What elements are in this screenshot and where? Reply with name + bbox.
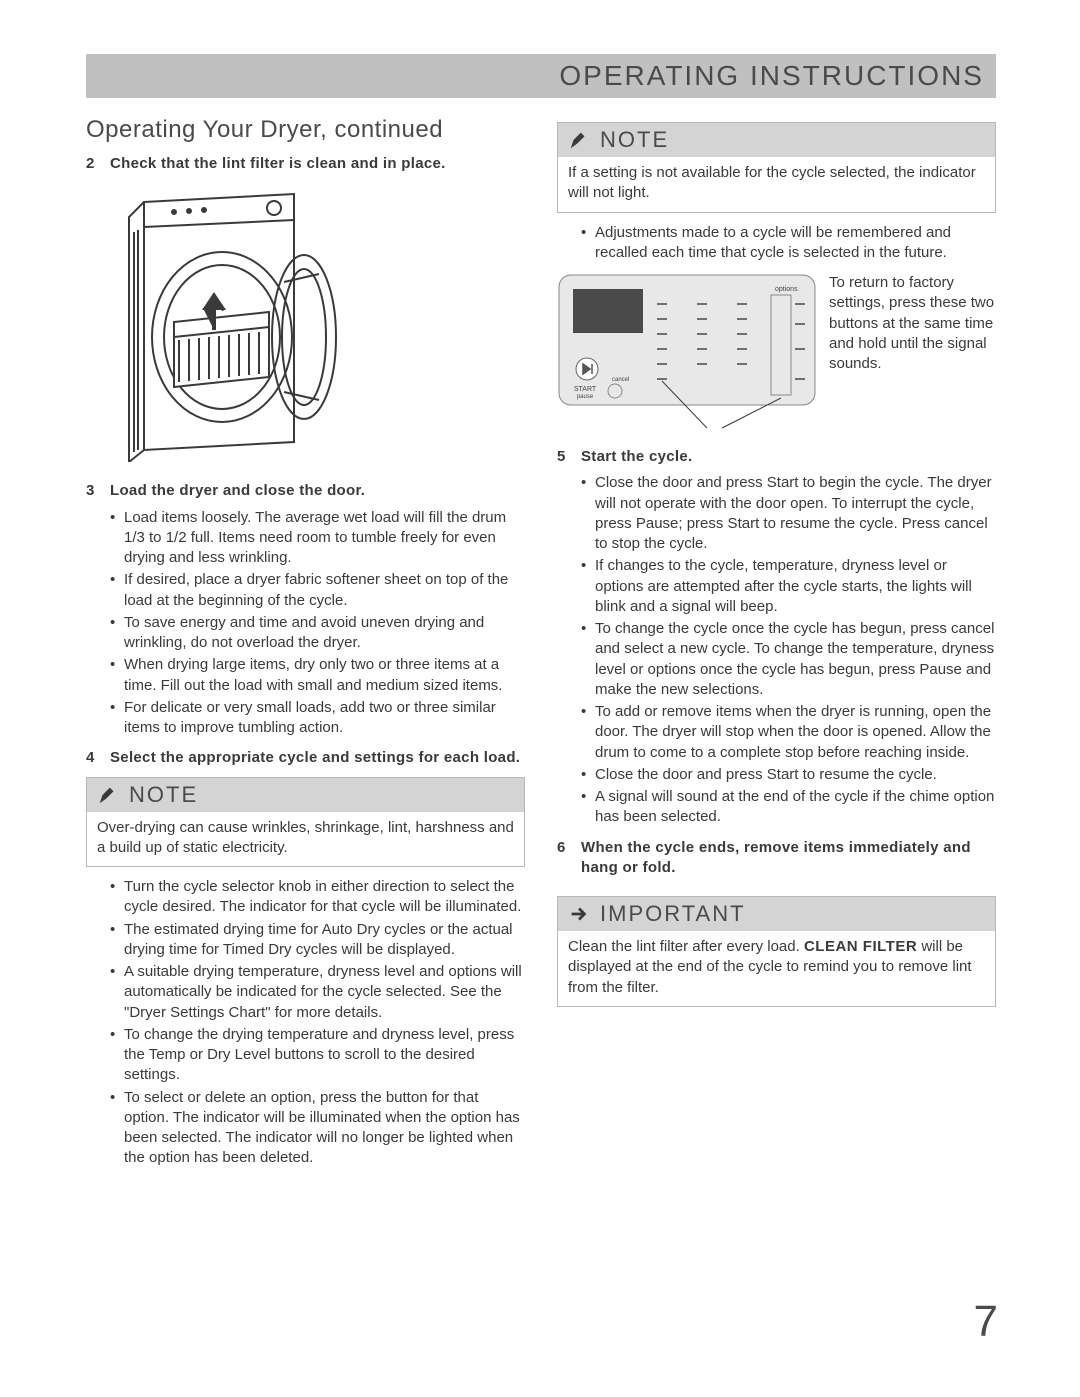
list-item: Close the door and press Start to begin … xyxy=(581,473,996,554)
left-column: Operating Your Dryer, continued 2 Check … xyxy=(86,116,525,1179)
arrow-right-icon xyxy=(568,903,590,925)
step-5: 5 Start the cycle. xyxy=(557,447,996,467)
list-item: For delicate or very small loads, add tw… xyxy=(110,698,525,739)
list-item: Close the door and press Start to resume… xyxy=(581,765,996,785)
list-item: Adjustments made to a cycle will be reme… xyxy=(581,223,996,264)
list-item: If desired, place a dryer fabric softene… xyxy=(110,570,525,611)
dryer-illustration xyxy=(114,182,354,462)
step-2-text: Check that the lint filter is clean and … xyxy=(110,154,525,174)
important-header: IMPORTANT xyxy=(558,897,995,931)
step-5-bullets: Close the door and press Start to begin … xyxy=(581,473,996,827)
important-body-bold: CLEAN FILTER xyxy=(804,938,917,955)
pause-label: pause xyxy=(577,394,594,400)
step-5-num: 5 xyxy=(557,447,581,467)
pencil-icon xyxy=(97,784,119,806)
note-label-2: NOTE xyxy=(600,127,669,153)
list-item: The estimated drying time for Auto Dry c… xyxy=(110,920,525,961)
cancel-label: cancel xyxy=(612,377,629,383)
step-4: 4 Select the appropriate cycle and setti… xyxy=(86,748,525,768)
note-body-2: If a setting is not available for the cy… xyxy=(558,157,995,212)
list-item: A suitable drying temperature, dryness l… xyxy=(110,962,525,1023)
page-number: 7 xyxy=(974,1297,998,1347)
list-item: Load items loosely. The average wet load… xyxy=(110,508,525,569)
note-header-2: NOTE xyxy=(558,123,995,157)
note-header-1: NOTE xyxy=(87,778,524,812)
list-item: Turn the cycle selector knob in either d… xyxy=(110,877,525,918)
section-title: Operating Your Dryer, continued xyxy=(86,116,525,144)
list-item: To save energy and time and avoid uneven… xyxy=(110,613,525,654)
list-item: A signal will sound at the end of the cy… xyxy=(581,787,996,828)
header-title: OPERATING INSTRUCTIONS xyxy=(559,60,984,91)
list-item: When drying large items, dry only two or… xyxy=(110,655,525,696)
note-box-2: NOTE If a setting is not available for t… xyxy=(557,122,996,213)
important-body-pre: Clean the lint filter after every load. xyxy=(568,938,804,955)
important-label: IMPORTANT xyxy=(600,901,746,927)
step-6-num: 6 xyxy=(557,838,581,879)
note-2-after-bullets: Adjustments made to a cycle will be reme… xyxy=(581,223,996,264)
panel-caption: To return to factory settings, press the… xyxy=(829,273,996,374)
step-4-bullets: Turn the cycle selector knob in either d… xyxy=(110,877,525,1169)
pencil-icon xyxy=(568,129,590,151)
columns: Operating Your Dryer, continued 2 Check … xyxy=(86,116,996,1179)
note-label-1: NOTE xyxy=(129,782,198,808)
important-body: Clean the lint filter after every load. … xyxy=(558,931,995,1006)
step-3: 3 Load the dryer and close the door. xyxy=(86,481,525,501)
step-3-num: 3 xyxy=(86,481,110,501)
step-4-num: 4 xyxy=(86,748,110,768)
step-4-text: Select the appropriate cycle and setting… xyxy=(110,748,525,768)
step-3-bullets: Load items loosely. The average wet load… xyxy=(110,508,525,739)
list-item: To change the cycle once the cycle has b… xyxy=(581,619,996,700)
step-2: 2 Check that the lint filter is clean an… xyxy=(86,154,525,174)
step-5-text: Start the cycle. xyxy=(581,447,996,467)
important-box: IMPORTANT Clean the lint filter after ev… xyxy=(557,896,996,1007)
step-2-num: 2 xyxy=(86,154,110,174)
list-item: To add or remove items when the dryer is… xyxy=(581,702,996,763)
step-6-text: When the cycle ends, remove items immedi… xyxy=(581,838,996,879)
step-6: 6 When the cycle ends, remove items imme… xyxy=(557,838,996,879)
start-label: START xyxy=(574,386,597,393)
panel-row: START pause cancel options xyxy=(557,273,996,433)
dryer-figure xyxy=(114,182,525,467)
list-item: To change the drying temperature and dry… xyxy=(110,1025,525,1086)
list-item: If changes to the cycle, temperature, dr… xyxy=(581,556,996,617)
note-box-1: NOTE Over-drying can cause wrinkles, shr… xyxy=(86,777,525,868)
note-body-1: Over-drying can cause wrinkles, shrinkag… xyxy=(87,812,524,867)
header-bar: OPERATING INSTRUCTIONS xyxy=(86,54,996,98)
right-column: NOTE If a setting is not available for t… xyxy=(557,116,996,1179)
control-panel-illustration: START pause cancel options xyxy=(557,273,817,433)
list-item: To select or delete an option, press the… xyxy=(110,1088,525,1169)
step-3-text: Load the dryer and close the door. xyxy=(110,481,525,501)
options-label: options xyxy=(775,286,798,293)
page-container: OPERATING INSTRUCTIONS Operating Your Dr… xyxy=(0,0,1080,1219)
